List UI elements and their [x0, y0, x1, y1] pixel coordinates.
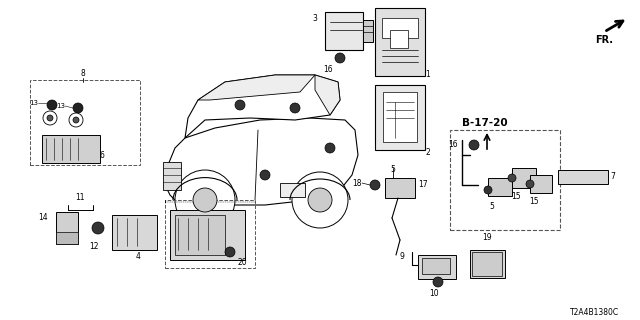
- Text: FR.: FR.: [595, 35, 613, 45]
- Bar: [375, 85, 425, 150]
- Circle shape: [308, 188, 332, 212]
- Circle shape: [335, 53, 345, 63]
- Circle shape: [73, 117, 79, 123]
- Bar: [383, 92, 417, 142]
- Bar: [280, 183, 305, 197]
- Text: 16: 16: [323, 65, 333, 74]
- Text: 5: 5: [490, 202, 495, 211]
- Circle shape: [370, 180, 380, 190]
- Text: 6: 6: [100, 150, 105, 159]
- Bar: [558, 170, 608, 184]
- Circle shape: [292, 172, 348, 228]
- Polygon shape: [315, 75, 340, 115]
- Circle shape: [260, 170, 270, 180]
- Bar: [325, 12, 363, 50]
- Bar: [530, 175, 552, 193]
- Circle shape: [526, 180, 534, 188]
- Circle shape: [47, 115, 53, 121]
- Text: 2: 2: [425, 148, 429, 157]
- Circle shape: [43, 111, 57, 125]
- Circle shape: [484, 186, 492, 194]
- Text: 10: 10: [429, 289, 439, 298]
- Text: 4: 4: [136, 252, 140, 261]
- Bar: [470, 250, 505, 278]
- Bar: [512, 168, 536, 188]
- Bar: [488, 178, 512, 196]
- Bar: [390, 30, 408, 48]
- Text: 11: 11: [76, 193, 84, 202]
- Text: 15: 15: [511, 192, 521, 201]
- Text: 18: 18: [353, 179, 362, 188]
- Circle shape: [92, 222, 104, 234]
- Circle shape: [47, 100, 57, 110]
- Bar: [165, 200, 255, 268]
- Text: 16: 16: [448, 140, 458, 149]
- Bar: [175, 215, 225, 255]
- Text: 7: 7: [610, 172, 615, 181]
- Bar: [382, 18, 418, 38]
- Bar: [42, 135, 100, 163]
- Text: 8: 8: [81, 69, 85, 78]
- Text: 15: 15: [529, 197, 539, 206]
- Circle shape: [235, 100, 245, 110]
- Bar: [385, 178, 415, 198]
- Text: 3: 3: [312, 14, 317, 23]
- Bar: [112, 215, 157, 250]
- Text: 1: 1: [425, 70, 429, 79]
- Bar: [418, 255, 456, 279]
- Circle shape: [508, 174, 516, 182]
- Text: 17: 17: [418, 180, 428, 189]
- Text: 9: 9: [399, 252, 404, 261]
- Circle shape: [193, 188, 217, 212]
- Bar: [163, 162, 181, 190]
- Bar: [450, 130, 560, 230]
- Text: 14: 14: [38, 213, 48, 222]
- Polygon shape: [198, 75, 315, 100]
- Polygon shape: [185, 75, 340, 138]
- Circle shape: [469, 140, 479, 150]
- Text: 13: 13: [29, 100, 38, 106]
- Text: 19: 19: [482, 233, 492, 242]
- Bar: [30, 80, 140, 165]
- Bar: [56, 212, 78, 244]
- Bar: [422, 258, 450, 274]
- Bar: [56, 232, 78, 244]
- Bar: [363, 20, 373, 42]
- Bar: [375, 8, 425, 76]
- Text: T2A4B1380C: T2A4B1380C: [570, 308, 619, 317]
- Circle shape: [73, 103, 83, 113]
- Circle shape: [433, 277, 443, 287]
- Circle shape: [225, 247, 235, 257]
- Text: 13: 13: [56, 103, 65, 109]
- Text: B-17-20: B-17-20: [462, 118, 508, 128]
- Circle shape: [175, 170, 235, 230]
- Bar: [170, 210, 245, 260]
- Text: 12: 12: [89, 242, 99, 251]
- Text: 5: 5: [390, 165, 396, 174]
- Circle shape: [325, 143, 335, 153]
- Circle shape: [69, 113, 83, 127]
- Circle shape: [290, 103, 300, 113]
- Polygon shape: [165, 118, 358, 205]
- Text: 20: 20: [238, 258, 248, 267]
- Bar: [472, 252, 502, 276]
